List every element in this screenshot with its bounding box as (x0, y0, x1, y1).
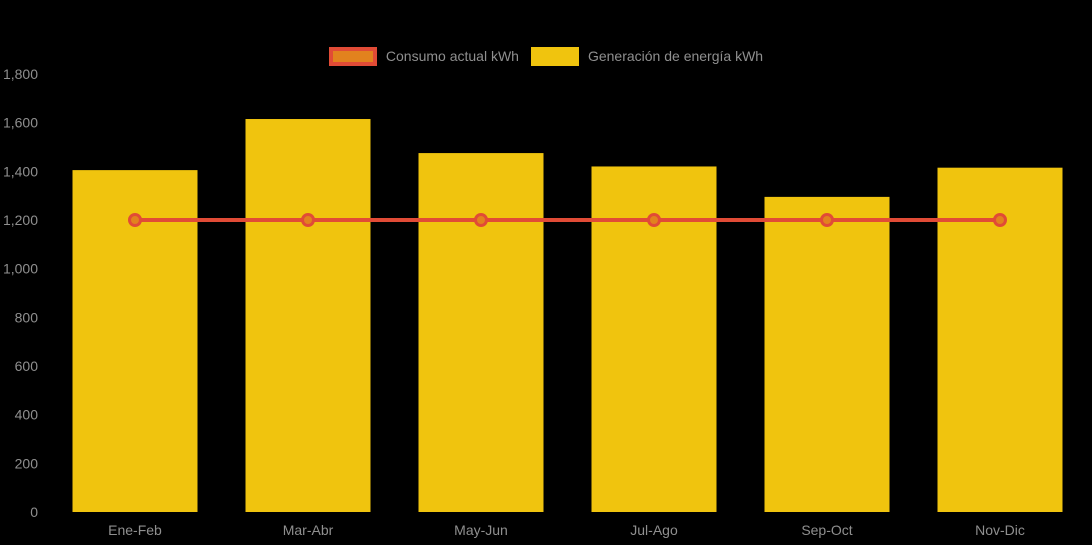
bar-Mar-Abr[interactable] (245, 119, 371, 513)
legend-item-consumo-actual[interactable]: Consumo actual kWh (328, 47, 519, 66)
legend-swatch-consumo-icon (328, 47, 377, 66)
x-tick-label: Mar-Abr (283, 522, 334, 538)
legend-label-consumo: Consumo actual kWh (385, 48, 519, 64)
line-point-Sep-Oct[interactable] (820, 213, 834, 227)
x-tick-label: Ene-Feb (108, 522, 162, 538)
x-axis-category-labels: Ene-Feb Mar-Abr May-Jun Jul-Ago Sep-Oct Nov-D… (108, 522, 1025, 538)
bar-May-Jun[interactable] (418, 153, 544, 513)
y-tick-label: 1,400 (3, 163, 38, 179)
line-point-May-Jun[interactable] (474, 213, 488, 227)
y-tick-label: 1,600 (3, 115, 38, 131)
line-point-Nov-Dic[interactable] (993, 213, 1007, 227)
y-tick-label: 200 (15, 455, 39, 471)
y-tick-label: 1,000 (3, 261, 38, 277)
y-tick-label: 0 (30, 504, 38, 520)
x-tick-label: May-Jun (454, 522, 508, 538)
bar-Ene-Feb[interactable] (72, 170, 198, 512)
legend-label-generacion: Generación de energía kWh (587, 48, 764, 64)
x-tick-label: Jul-Ago (630, 522, 678, 538)
line-point-Mar-Abr[interactable] (301, 213, 315, 227)
x-tick-label: Nov-Dic (975, 522, 1025, 538)
legend-swatch-generacion-icon (530, 47, 579, 66)
y-tick-label: 600 (15, 358, 39, 374)
legend-item-generacion-energia[interactable]: Generación de energía kWh (530, 47, 764, 66)
y-tick-label: 400 (15, 407, 39, 423)
bar-Sep-Oct[interactable] (764, 196, 890, 512)
line-point-markers (128, 213, 1007, 227)
y-axis-tick-labels: 0 200 400 600 800 1,000 1,200 1,400 1,600 1,800 (3, 66, 38, 520)
x-tick-label: Sep-Oct (801, 522, 852, 538)
y-tick-label: 1,200 (3, 212, 38, 228)
line-point-Jul-Ago[interactable] (647, 213, 661, 227)
line-point-Ene-Feb[interactable] (128, 213, 142, 227)
y-tick-label: 1,800 (3, 66, 38, 82)
bar-series-generacion (72, 119, 1063, 513)
y-tick-label: 800 (15, 309, 39, 325)
chart-legend: Consumo actual kWh Generación de energía… (0, 47, 1092, 66)
